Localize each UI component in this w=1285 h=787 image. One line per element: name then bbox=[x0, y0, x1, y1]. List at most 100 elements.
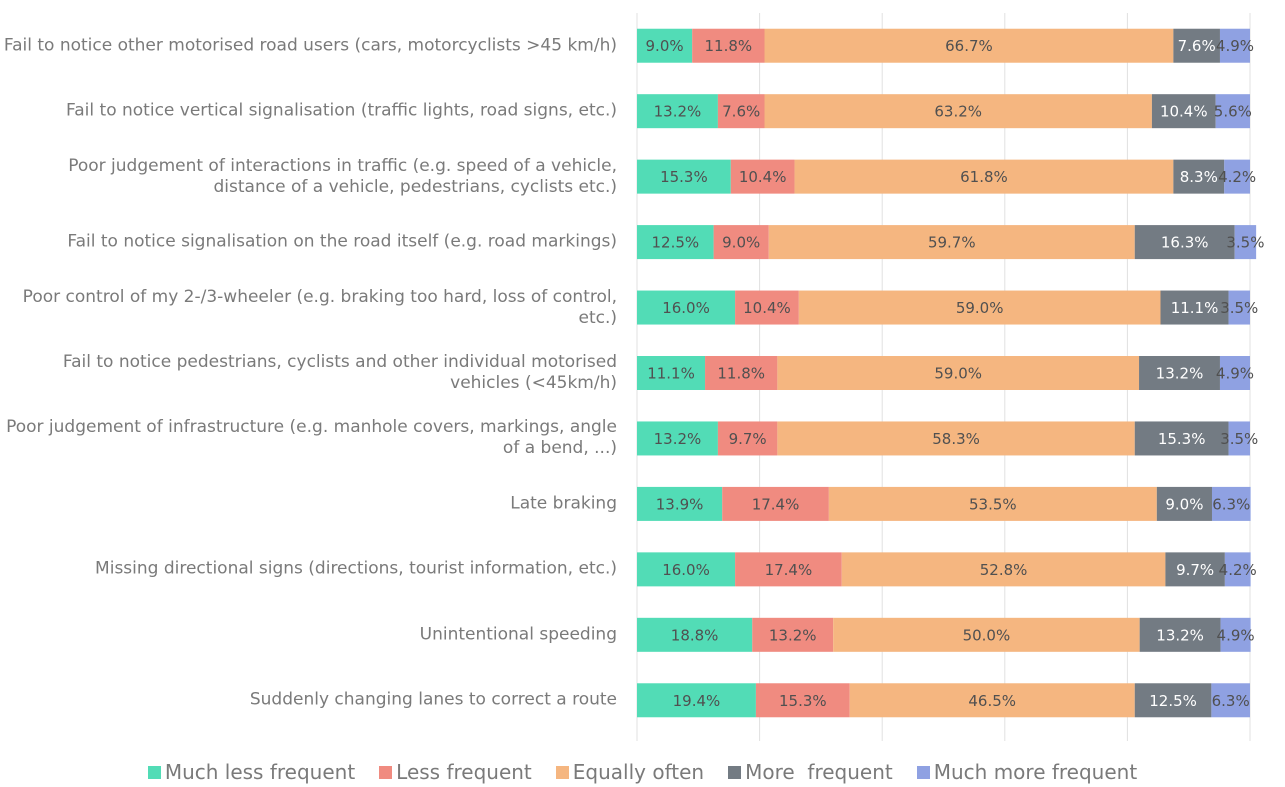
bar-segment bbox=[1219, 28, 1250, 63]
bar-segment bbox=[1151, 94, 1216, 129]
data-label: 59.0% bbox=[956, 299, 1004, 317]
data-label: 9.0% bbox=[646, 37, 684, 55]
data-label: 4.2% bbox=[1219, 561, 1257, 579]
bar-segment bbox=[1134, 683, 1212, 718]
data-label: 63.2% bbox=[934, 103, 982, 121]
data-label: 17.4% bbox=[765, 561, 813, 579]
data-label: 59.0% bbox=[934, 365, 982, 383]
legend-label: Less frequent bbox=[396, 760, 532, 784]
bar-segment bbox=[1219, 356, 1250, 390]
data-label: 15.3% bbox=[660, 168, 708, 186]
bar-segment bbox=[1139, 356, 1220, 390]
bar-segment bbox=[692, 28, 765, 63]
data-label: 15.3% bbox=[1158, 430, 1206, 448]
bar-segment bbox=[1134, 421, 1229, 456]
bar-segment bbox=[1224, 159, 1250, 194]
data-label: 52.8% bbox=[980, 561, 1028, 579]
data-label: 3.5% bbox=[1220, 299, 1258, 317]
bar-segment bbox=[777, 421, 1135, 456]
bar-segment bbox=[1228, 421, 1250, 456]
data-label: 10.4% bbox=[739, 168, 787, 186]
bar-segment bbox=[1139, 617, 1221, 652]
data-label: 13.2% bbox=[654, 430, 702, 448]
data-label: 50.0% bbox=[963, 626, 1011, 644]
data-label: 6.3% bbox=[1212, 495, 1250, 513]
legend-label: More frequent bbox=[745, 760, 893, 784]
data-label: 18.8% bbox=[671, 626, 719, 644]
data-label: 4.9% bbox=[1216, 365, 1254, 383]
bar-segment bbox=[1160, 290, 1229, 325]
data-label: 7.6% bbox=[1178, 37, 1216, 55]
bar-segment bbox=[833, 617, 1140, 652]
data-label: 9.7% bbox=[1176, 561, 1214, 579]
bar-segment bbox=[1156, 486, 1212, 521]
data-label: 9.0% bbox=[1165, 495, 1203, 513]
bar-segment bbox=[717, 94, 765, 129]
bar-segment bbox=[735, 290, 799, 325]
category-label: Poor judgement of infrastructure (e.g. m… bbox=[6, 417, 617, 459]
data-label: 17.4% bbox=[752, 495, 800, 513]
data-label: 8.3% bbox=[1180, 168, 1218, 186]
data-label: 4.2% bbox=[1218, 168, 1256, 186]
data-label: 12.5% bbox=[651, 234, 699, 252]
bar-segment bbox=[637, 617, 753, 652]
data-label: 9.0% bbox=[722, 234, 760, 252]
legend-item: Much more frequent bbox=[916, 760, 1138, 784]
legend-item: Equally often bbox=[555, 760, 705, 784]
bar-segment bbox=[713, 225, 769, 260]
data-label: 4.9% bbox=[1216, 37, 1254, 55]
category-label: Unintentional speeding bbox=[419, 624, 617, 645]
legend-item: Much less frequent bbox=[147, 760, 355, 784]
legend-label: Equally often bbox=[572, 760, 705, 784]
data-label: 10.4% bbox=[1160, 103, 1208, 121]
bar-segment bbox=[637, 94, 718, 129]
category-label: Suddenly changing lanes to correct a rou… bbox=[249, 689, 617, 710]
bar-segment bbox=[637, 486, 723, 521]
data-label: 10.4% bbox=[743, 299, 791, 317]
data-label: 3.5% bbox=[1220, 430, 1258, 448]
bar-segment bbox=[717, 421, 778, 456]
legend-swatch bbox=[555, 765, 569, 779]
bar-segment bbox=[637, 356, 706, 390]
data-label: 13.2% bbox=[654, 103, 702, 121]
data-label: 61.8% bbox=[960, 168, 1008, 186]
data-label: 13.2% bbox=[769, 626, 817, 644]
data-label: 3.5% bbox=[1226, 234, 1264, 252]
legend-swatch bbox=[147, 765, 161, 779]
category-label: Missing directional signs (directions, t… bbox=[95, 558, 617, 579]
bar-segment bbox=[637, 421, 718, 456]
data-label: 11.8% bbox=[705, 37, 753, 55]
data-label: 19.4% bbox=[673, 692, 721, 710]
legend-item: More frequent bbox=[728, 760, 893, 784]
legend-swatch bbox=[728, 765, 742, 779]
data-label: 58.3% bbox=[932, 430, 980, 448]
category-label: Fail to notice signalisation on the road… bbox=[67, 231, 617, 252]
legend-item: Less frequent bbox=[379, 760, 532, 784]
bar-segment bbox=[730, 159, 795, 194]
legend-swatch bbox=[916, 765, 930, 779]
data-label: 11.1% bbox=[647, 365, 695, 383]
bar-segment bbox=[764, 94, 1152, 129]
bar-segment bbox=[637, 290, 736, 325]
legend-label: Much more frequent bbox=[933, 760, 1138, 784]
bar-segment bbox=[705, 356, 778, 390]
data-label: 15.3% bbox=[779, 692, 827, 710]
data-label: 13.9% bbox=[656, 495, 704, 513]
data-label: 53.5% bbox=[969, 495, 1017, 513]
bar-segment bbox=[637, 159, 731, 194]
bar-segment bbox=[1173, 28, 1220, 63]
bar-segment bbox=[768, 225, 1135, 260]
bar-segment bbox=[735, 552, 842, 587]
data-label: 46.5% bbox=[968, 692, 1016, 710]
category-label: Fail to notice vertical signalisation (t… bbox=[66, 100, 617, 121]
category-label: Fail to notice other motorised road user… bbox=[3, 35, 617, 56]
bar-segment bbox=[841, 552, 1166, 587]
bar-segment bbox=[1228, 290, 1250, 325]
data-label: 4.9% bbox=[1217, 626, 1255, 644]
bar-segment bbox=[1220, 617, 1251, 652]
data-label: 66.7% bbox=[945, 37, 993, 55]
bar-segment bbox=[1173, 159, 1225, 194]
data-label: 13.2% bbox=[1156, 365, 1204, 383]
